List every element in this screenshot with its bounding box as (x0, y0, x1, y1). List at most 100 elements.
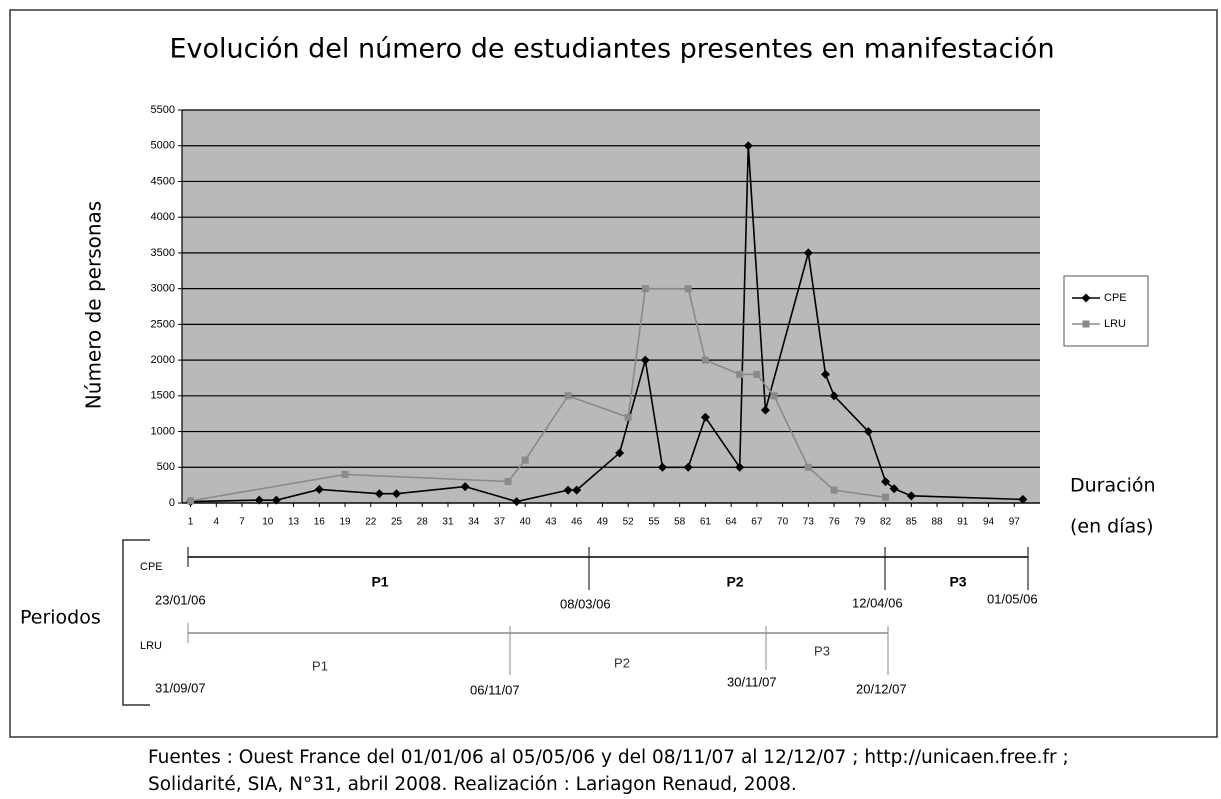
marker (657, 462, 667, 472)
marker (640, 355, 650, 365)
marker (341, 470, 349, 478)
x-tick-label: 43 (545, 517, 557, 528)
marker (254, 495, 264, 505)
marker (615, 448, 625, 458)
date-label: 12/04/06 (852, 595, 903, 610)
x-axis-label: Duración (1070, 475, 1156, 497)
x-tick-label: 70 (777, 517, 789, 528)
x-tick-label: 25 (391, 517, 403, 528)
x-tick-label: 19 (339, 517, 351, 528)
marker (700, 412, 710, 422)
x-tick-label: 52 (623, 517, 635, 528)
marker (683, 462, 693, 472)
marker (830, 486, 838, 494)
period-label: P2 (614, 655, 630, 670)
x-tick-label: 46 (571, 517, 583, 528)
bracket (122, 539, 150, 706)
marker (736, 370, 744, 378)
x-tick-label: 13 (288, 517, 300, 528)
marker (641, 285, 649, 293)
plot: 0 500 1000 1500 2000 2500 3000 3500 4000 4500 5000… (151, 104, 1040, 528)
marker (735, 462, 745, 472)
x-tick-label: 4 (214, 517, 220, 528)
date-label: 01/05/06 (987, 591, 1038, 606)
marker (753, 370, 761, 378)
x-tick-label: 22 (365, 517, 377, 528)
y-tick-label: 4000 (151, 211, 175, 223)
y-tick-label: 3500 (151, 247, 175, 259)
marker (504, 478, 512, 486)
legend: CPE LRU (1063, 275, 1149, 347)
x-tick-label: 28 (417, 517, 429, 528)
marker (187, 497, 195, 505)
marker (882, 493, 890, 501)
period-label: P1 (371, 574, 388, 590)
y-tick-label: 0 (169, 497, 175, 509)
date-label: 08/03/06 (560, 596, 611, 611)
legend-label: CPE (1104, 292, 1127, 304)
periods: Periodos CPE P1 P2 P3 23/01/06 08/03/06 … (20, 539, 1038, 706)
marker (684, 285, 692, 293)
x-tick-label: 16 (314, 517, 326, 528)
marker (521, 456, 529, 464)
x-tick-label: 10 (262, 517, 274, 528)
period-label: P1 (312, 658, 328, 673)
legend-label: LRU (1104, 318, 1126, 330)
x-tick-label: 37 (494, 517, 506, 528)
y-tick-label: 5000 (151, 140, 175, 152)
period-label: P3 (814, 643, 830, 658)
x-tick-label: 49 (597, 517, 609, 528)
date-label: 23/01/06 (155, 592, 206, 607)
x-tick-label: 88 (931, 517, 943, 528)
marker (906, 491, 916, 501)
y-tick-label: 3000 (151, 283, 175, 295)
x-tick-label: 85 (906, 517, 918, 528)
marker (701, 356, 709, 364)
source: Fuentes : Ouest France del 01/01/06 al 0… (148, 747, 1069, 768)
marker (829, 391, 839, 401)
marker (572, 485, 582, 495)
date-label: 20/12/07 (856, 681, 907, 696)
marker (271, 495, 281, 505)
x-tick-label: 7 (239, 517, 245, 528)
marker (889, 484, 899, 494)
periods-label: Periodos (20, 607, 101, 629)
marker (760, 405, 770, 415)
timeline-name: CPE (140, 561, 163, 573)
y-tick-label: 2000 (151, 354, 175, 366)
marker (392, 489, 401, 499)
marker (460, 482, 470, 492)
marker (1081, 293, 1091, 303)
x-tick-label: 1 (188, 517, 194, 528)
x-tick-label: 76 (829, 517, 841, 528)
marker (743, 141, 753, 151)
x-tick-label: 94 (983, 517, 995, 528)
date-label: 30/11/07 (727, 674, 777, 689)
date-label: 06/11/07 (470, 682, 520, 697)
marker (374, 489, 384, 499)
period-label: P3 (949, 574, 966, 590)
x-tick-label: 67 (751, 517, 763, 528)
x-tick-label: 34 (468, 517, 480, 528)
date-label: 31/09/07 (155, 680, 206, 695)
plot-background (182, 110, 1040, 503)
y-tick-label: 2500 (151, 318, 175, 330)
x-tick-label: 73 (803, 517, 815, 528)
x-axis-label: (en días) (1070, 516, 1153, 538)
x-tick-label: 61 (700, 517, 712, 528)
marker (1082, 320, 1090, 328)
marker (563, 485, 573, 495)
marker (770, 392, 778, 400)
y-tick-label: 1500 (151, 390, 175, 402)
y-tick-label: 5500 (151, 104, 175, 116)
marker (564, 392, 572, 400)
x-tick-label: 97 (1009, 517, 1021, 528)
y-axis-label: Número de personas (82, 201, 106, 409)
marker (1018, 494, 1028, 504)
x-tick-label: 79 (854, 517, 866, 528)
period-label: P2 (726, 574, 743, 590)
chart-title: Evolución del número de estudiantes pres… (169, 34, 1054, 65)
x-tick-label: 40 (520, 517, 532, 528)
timeline-name: LRU (140, 640, 162, 652)
